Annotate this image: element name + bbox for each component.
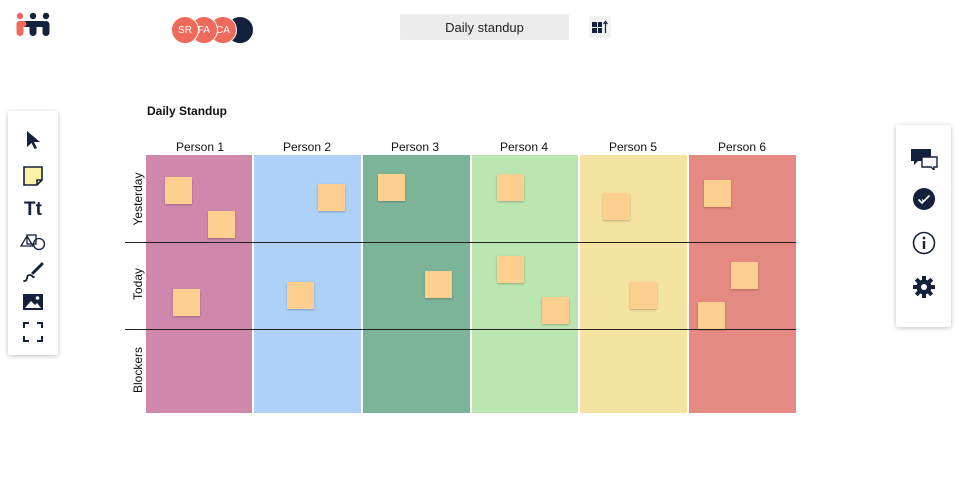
pen-icon	[23, 262, 44, 282]
row-label-blockers[interactable]: Blockers	[131, 347, 145, 394]
sticky-note-icon	[23, 166, 43, 186]
cursor-icon	[27, 131, 40, 149]
sticky-note[interactable]	[208, 211, 235, 238]
sticky-note[interactable]	[318, 184, 345, 211]
column-person-1[interactable]	[146, 155, 252, 413]
sticky-note[interactable]	[704, 180, 731, 207]
sticky-note[interactable]	[630, 282, 657, 309]
pen-tool[interactable]	[18, 259, 48, 285]
settings-button[interactable]	[910, 273, 938, 301]
sticky-note[interactable]	[497, 174, 524, 201]
row-divider	[125, 329, 796, 330]
check-circle-icon	[913, 188, 935, 210]
avatar[interactable]: SR	[171, 16, 199, 44]
shapes-tool[interactable]	[18, 229, 48, 255]
chat-icon	[911, 149, 938, 170]
select-tool[interactable]	[18, 127, 48, 153]
column-header[interactable]: Person 5	[608, 140, 658, 154]
vote-button[interactable]	[910, 185, 938, 213]
column-header[interactable]: Person 3	[390, 140, 440, 154]
board-name-field[interactable]: Daily standup	[400, 14, 569, 40]
row-label-today[interactable]: Today	[131, 267, 145, 301]
column-header[interactable]: Person 1	[175, 140, 225, 154]
row-label-yesterday[interactable]: Yesterday	[131, 172, 145, 226]
frame-icon	[23, 322, 43, 342]
text-icon: Tt	[24, 199, 42, 220]
team-logo-icon	[16, 12, 50, 36]
board-title: Daily Standup	[147, 104, 228, 118]
gear-icon	[913, 276, 935, 298]
image-tool[interactable]	[18, 289, 48, 315]
column-header[interactable]: Person 6	[717, 140, 767, 154]
app-logo[interactable]	[14, 12, 52, 38]
text-tool[interactable]: Tt	[18, 197, 48, 223]
image-icon	[23, 294, 43, 310]
sticky-note[interactable]	[378, 174, 405, 201]
sticky-note[interactable]	[542, 297, 569, 324]
comments-button[interactable]	[910, 145, 938, 173]
right-toolbar	[896, 125, 951, 327]
sticky-note[interactable]	[698, 302, 725, 329]
sticky-note[interactable]	[287, 282, 314, 309]
sticky-note[interactable]	[165, 177, 192, 204]
column-person-4[interactable]	[472, 155, 578, 413]
column-header[interactable]: Person 4	[499, 140, 549, 154]
column-header[interactable]: Person 2	[282, 140, 332, 154]
left-toolbar: Tt	[8, 111, 58, 355]
shapes-icon	[20, 234, 46, 251]
row-divider	[125, 242, 796, 243]
layout-button[interactable]	[589, 16, 611, 38]
layout-sort-icon	[592, 20, 608, 33]
info-icon	[912, 231, 936, 255]
sticky-note[interactable]	[425, 271, 452, 298]
sticky-note[interactable]	[497, 256, 524, 283]
sticky-note[interactable]	[731, 262, 758, 289]
info-button[interactable]	[910, 229, 938, 257]
sticky-note[interactable]	[603, 193, 630, 220]
sticky-note-tool[interactable]	[18, 163, 48, 189]
sticky-note[interactable]	[173, 289, 200, 316]
frame-tool[interactable]	[18, 319, 48, 345]
